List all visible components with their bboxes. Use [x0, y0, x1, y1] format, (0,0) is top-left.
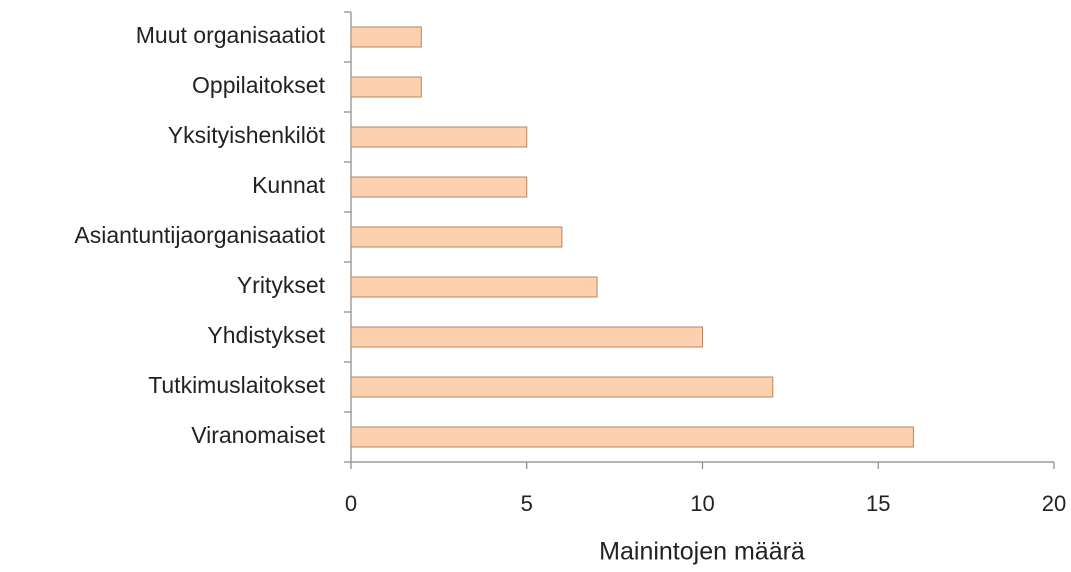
y-tick-label: Tutkimuslaitokset	[148, 372, 325, 398]
bar	[350, 426, 914, 448]
bar	[350, 176, 528, 198]
bar	[350, 126, 528, 148]
x-tick-label: 5	[521, 491, 533, 516]
x-tick-label: 15	[866, 491, 890, 516]
y-tick-label: Oppilaitokset	[192, 72, 326, 98]
x-axis-label: Mainintojen määrä	[599, 538, 805, 566]
bar	[350, 76, 422, 98]
y-tick-label: Asiantuntijaorganisaatiot	[74, 222, 325, 248]
bar	[350, 226, 563, 248]
y-tick-label: Kunnat	[252, 172, 326, 198]
x-tick-label: 20	[1042, 491, 1066, 516]
y-tick-label: Yhdistykset	[207, 322, 325, 348]
y-tick-label: Muut organisaatiot	[136, 22, 326, 48]
y-tick-label: Yksityishenkilöt	[168, 122, 326, 148]
bar	[350, 376, 774, 398]
x-tick-label: 0	[345, 491, 357, 516]
bar	[350, 26, 422, 48]
y-tick-label: Viranomaiset	[191, 422, 325, 448]
x-tick-label: 10	[690, 491, 714, 516]
bar	[350, 326, 703, 348]
bar	[350, 276, 598, 298]
y-tick-label: Yritykset	[237, 272, 326, 298]
